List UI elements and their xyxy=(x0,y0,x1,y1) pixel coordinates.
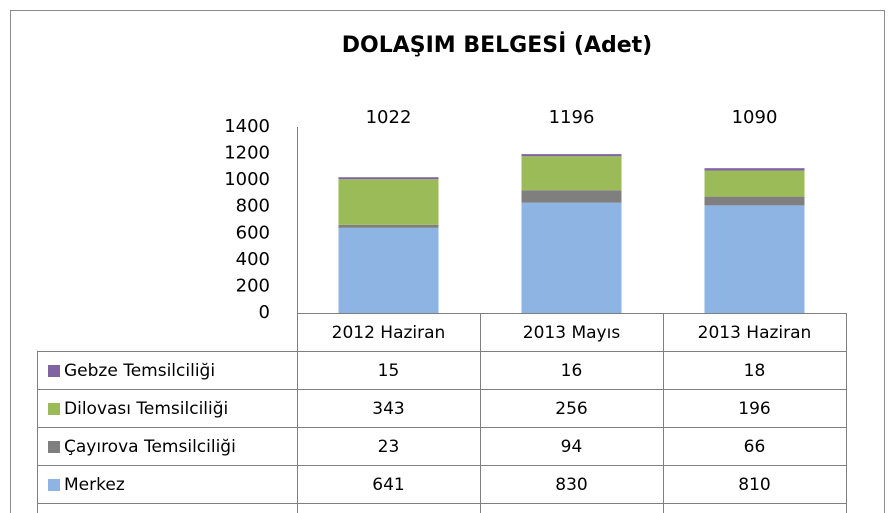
x-tick-label: 2012 Haziran xyxy=(332,323,446,343)
table-value: 830 xyxy=(555,475,587,495)
y-tick-label: 0 xyxy=(259,302,270,323)
y-tick-label: 1200 xyxy=(224,143,270,164)
chart-title: DOLAŞIM BELGESİ (Adet) xyxy=(342,32,653,58)
table-value: 810 xyxy=(738,475,770,495)
legend-swatch xyxy=(48,479,60,491)
legend-label: Çayırova Temsilciliği xyxy=(64,437,236,457)
table-value: 343 xyxy=(372,399,404,419)
bar-segment xyxy=(521,154,622,157)
bar-segment xyxy=(704,205,805,313)
y-tick-label: 400 xyxy=(236,249,270,270)
table-value: 18 xyxy=(744,361,766,381)
x-tick-label: 2013 Haziran xyxy=(698,323,812,343)
x-tick-label: 2013 Mayıs xyxy=(523,323,621,343)
table-value: 641 xyxy=(372,475,404,495)
y-tick-label: 1400 xyxy=(224,116,270,137)
table-value: 16 xyxy=(561,361,583,381)
bar-segment xyxy=(521,190,622,203)
bar-segment xyxy=(338,224,439,228)
table-value: 66 xyxy=(744,437,766,457)
legend-swatch xyxy=(48,403,60,415)
bar-segment xyxy=(338,177,439,180)
total-label: 1022 xyxy=(366,107,412,128)
table-value: 94 xyxy=(561,437,583,457)
table-value: 256 xyxy=(555,399,587,419)
bar-segment xyxy=(521,156,622,191)
bar-segment xyxy=(704,170,805,197)
y-tick-label: 200 xyxy=(236,275,270,296)
y-tick-label: 1000 xyxy=(224,169,270,190)
total-label: 1090 xyxy=(732,107,778,128)
bar-segment xyxy=(704,168,805,171)
legend-label: Dilovası Temsilciliği xyxy=(64,399,228,419)
total-label: 1196 xyxy=(549,107,595,128)
legend-swatch xyxy=(48,365,60,377)
legend-swatch xyxy=(48,441,60,453)
bar-segment xyxy=(338,227,439,313)
bar-segment xyxy=(338,179,439,225)
y-tick-label: 600 xyxy=(236,222,270,243)
legend-label: Merkez xyxy=(64,475,125,495)
y-tick-label: 800 xyxy=(236,196,270,217)
bar-segment xyxy=(521,202,622,313)
bar-segment xyxy=(704,196,805,206)
table-value: 23 xyxy=(378,437,400,457)
table-value: 15 xyxy=(378,361,400,381)
table-value: 196 xyxy=(738,399,770,419)
legend-label: Gebze Temsilciliği xyxy=(64,361,215,381)
